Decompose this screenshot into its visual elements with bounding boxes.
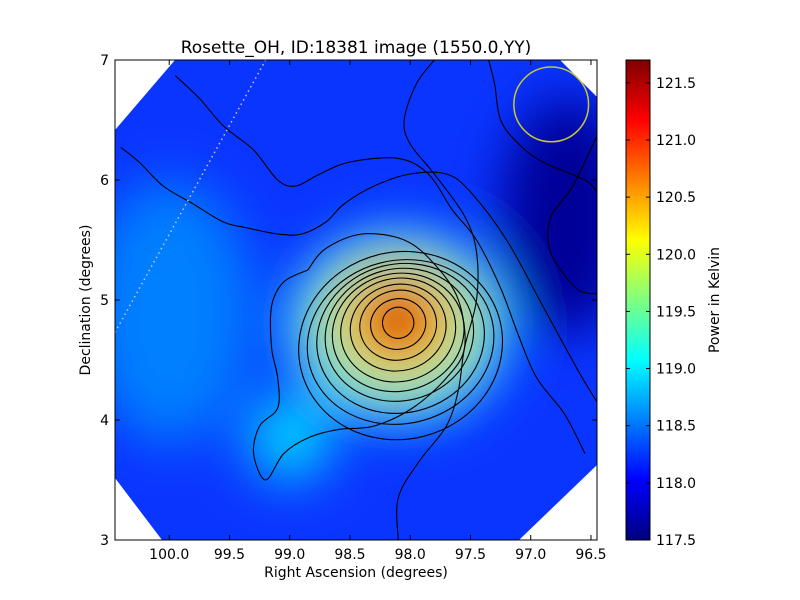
colorbar-tick-label: 119.5: [656, 304, 696, 320]
contour-line: [349, 283, 447, 372]
contour-line: [174, 75, 586, 454]
contour-line: [331, 272, 465, 393]
colorbar-tick-label: 120.5: [656, 190, 696, 206]
beam-circle: [513, 66, 590, 143]
contour-line: [298, 250, 504, 441]
contour-line: [396, 60, 479, 540]
contour-line: [306, 259, 495, 425]
x-tick-label: 96.5: [575, 547, 606, 563]
y-tick-label: 5: [100, 293, 109, 309]
y-axis: 3 4 5 6 7: [100, 53, 597, 549]
colorbar-tick-label: 118.0: [656, 476, 696, 492]
y-axis-label: Declination (degrees): [78, 225, 94, 376]
dotted-line: [115, 60, 267, 333]
x-tick-label: 97.0: [515, 547, 546, 563]
contour-line: [120, 147, 597, 403]
colorbar-bar: [625, 59, 651, 541]
contour-line: [359, 289, 438, 361]
chart-title: Rosette_OH, ID:18381 image (1550.0,YY): [181, 38, 532, 58]
west-glow: [115, 180, 254, 444]
plot-area: [115, 60, 597, 540]
contour-line: [370, 298, 427, 350]
x-tick-label: 97.5: [455, 547, 486, 563]
x-tick-label: 99.5: [214, 547, 245, 563]
colorbar-tick-label: 120.0: [656, 247, 696, 263]
x-tick-label: 98.5: [334, 547, 365, 563]
colorbar-tick-label: 121.5: [656, 76, 696, 92]
contour-line: [488, 60, 597, 193]
cold-region: [500, 96, 597, 336]
colorbar-tick-label: 117.5: [656, 533, 696, 549]
x-tick-label: 99.0: [274, 547, 305, 563]
colorbar-ticks: 117.5 118.0 118.5 119.0 119.5 120.0 120.5 121.0…: [626, 76, 696, 549]
y-tick-label: 3: [100, 533, 109, 549]
colorbar-tick-label: 118.5: [656, 419, 696, 435]
contour-line: [381, 306, 415, 339]
contour-line: [252, 233, 466, 481]
contour-line: [340, 277, 457, 383]
x-tick-label: 98.0: [395, 547, 426, 563]
contour-line: [547, 135, 597, 295]
y-tick-label: 6: [100, 173, 109, 189]
x-axis: 100.0 99.5 99.0 98.5 98.0 97.5 97.0 96.5: [149, 60, 607, 563]
peak-layer: [382, 302, 414, 330]
colorbar-label: Power in Kelvin: [707, 247, 723, 353]
contour-lines: [120, 60, 597, 540]
colorbar-tick-label: 119.0: [656, 362, 696, 378]
colorbar: 117.5 118.0 118.5 119.0 119.5 120.0 120.5 121.0…: [625, 59, 723, 549]
x-tick-label: 100.0: [149, 547, 189, 563]
x-axis-label: Right Ascension (degrees): [264, 565, 448, 581]
contour-line: [316, 262, 485, 414]
y-tick-label: 7: [100, 53, 109, 69]
secondary-feature: [247, 396, 332, 480]
contour-line: [324, 267, 475, 402]
y-tick-label: 4: [100, 413, 109, 429]
colorbar-tick-label: 121.0: [656, 133, 696, 149]
